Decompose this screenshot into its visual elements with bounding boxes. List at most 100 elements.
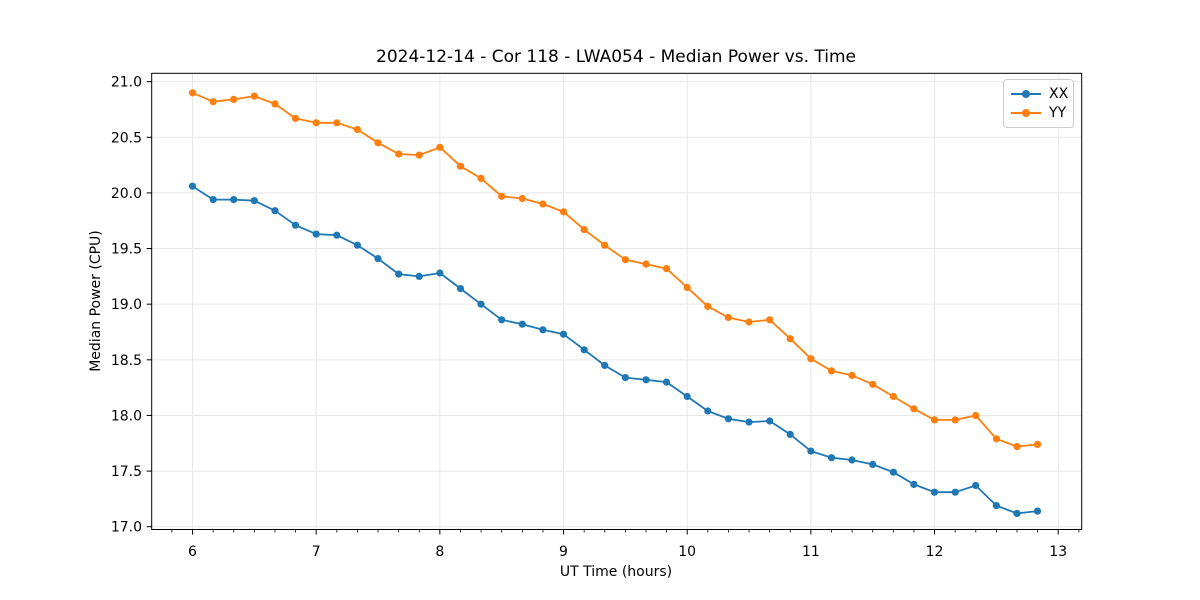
data-point-YY bbox=[456, 162, 465, 170]
data-point-XX bbox=[766, 417, 774, 425]
legend-line-marker-icon bbox=[1011, 108, 1041, 118]
data-point-XX bbox=[353, 241, 361, 249]
data-point-YY bbox=[889, 392, 898, 401]
data-point-YY bbox=[869, 380, 877, 388]
x-tick-label: 6 bbox=[188, 544, 197, 560]
data-point-YY bbox=[786, 335, 794, 343]
series-XX bbox=[188, 182, 1042, 517]
data-point-YY bbox=[992, 435, 1001, 443]
data-point-YY bbox=[662, 265, 671, 273]
data-point-XX bbox=[1033, 507, 1042, 515]
plot-spines bbox=[151, 72, 1083, 531]
data-point-YY bbox=[724, 313, 733, 322]
legend-item-yy: YY bbox=[1011, 104, 1067, 122]
data-point-XX bbox=[498, 316, 506, 324]
data-point-YY bbox=[559, 208, 568, 216]
data-point-YY bbox=[745, 318, 753, 326]
data-point-YY bbox=[333, 119, 341, 127]
tick-labels: 6 7 8 9 10 11 12 13 17.0 17.5 18.0 18.5 19.0 19.5 20.0… bbox=[111, 75, 1067, 560]
data-point-XX bbox=[745, 418, 753, 426]
data-point-XX bbox=[539, 326, 547, 334]
data-point-XX bbox=[869, 460, 877, 468]
data-point-XX bbox=[807, 447, 815, 455]
data-point-YY bbox=[518, 194, 526, 203]
data-point-YY bbox=[291, 114, 300, 122]
data-point-YY bbox=[209, 98, 217, 106]
data-point-XX bbox=[456, 285, 465, 293]
data-point-YY bbox=[704, 302, 712, 310]
y-axis-label: Median Power (CPU) bbox=[88, 230, 104, 372]
y-tick-label: 21.0 bbox=[111, 75, 142, 91]
data-point-YY bbox=[910, 405, 918, 413]
x-tick-label: 12 bbox=[926, 544, 944, 560]
legend-label-yy: YY bbox=[1049, 105, 1067, 121]
data-point-XX bbox=[395, 270, 403, 278]
data-point-XX bbox=[724, 415, 733, 423]
data-point-XX bbox=[580, 346, 588, 354]
data-point-XX bbox=[704, 407, 712, 415]
data-point-XX bbox=[415, 272, 423, 280]
chart-title: 2024-12-14 - Cor 118 - LWA054 - Median P… bbox=[376, 47, 856, 67]
x-tick-label: 11 bbox=[802, 544, 820, 560]
axis-ticks bbox=[146, 81, 1080, 535]
data-point-XX bbox=[972, 481, 980, 490]
legend-item-xx: XX bbox=[1011, 85, 1069, 103]
data-point-XX bbox=[827, 454, 836, 462]
data-point-XX bbox=[889, 468, 898, 476]
data-point-XX bbox=[312, 230, 320, 238]
data-point-YY bbox=[539, 200, 547, 208]
y-tick-label: 20.0 bbox=[111, 186, 142, 202]
data-point-YY bbox=[930, 416, 939, 424]
data-point-YY bbox=[1013, 443, 1021, 451]
data-point-XX bbox=[930, 488, 939, 496]
x-tick-label: 8 bbox=[435, 544, 444, 560]
x-tick-label: 7 bbox=[312, 544, 321, 560]
data-point-YY bbox=[395, 150, 403, 158]
y-tick-label: 19.5 bbox=[111, 242, 142, 258]
data-point-XX bbox=[848, 456, 856, 464]
data-point-YY bbox=[642, 260, 650, 268]
data-point-XX bbox=[992, 502, 1001, 510]
series-line-YY bbox=[192, 91, 1038, 448]
gridlines bbox=[151, 73, 1082, 530]
data-point-XX bbox=[374, 255, 382, 263]
data-point-YY bbox=[353, 125, 361, 134]
x-tick-label: 10 bbox=[678, 544, 696, 560]
data-point-YY bbox=[1033, 440, 1042, 448]
data-point-YY bbox=[848, 371, 856, 379]
data-point-XX bbox=[436, 269, 444, 277]
data-point-YY bbox=[250, 92, 258, 100]
data-point-YY bbox=[766, 316, 774, 324]
x-axis-label: UT Time (hours) bbox=[559, 564, 673, 580]
data-point-YY bbox=[374, 139, 382, 147]
data-point-XX bbox=[209, 196, 217, 204]
data-point-XX bbox=[271, 207, 279, 215]
data-point-XX bbox=[621, 374, 630, 382]
data-point-XX bbox=[230, 196, 238, 204]
data-point-XX bbox=[333, 231, 341, 239]
data-point-YY bbox=[230, 95, 238, 103]
x-tick-label: 9 bbox=[559, 544, 568, 560]
data-point-XX bbox=[559, 330, 568, 338]
legend: XX YY bbox=[1003, 79, 1074, 128]
y-tick-label: 17.5 bbox=[111, 464, 142, 480]
data-point-XX bbox=[642, 376, 650, 384]
y-tick-label: 19.0 bbox=[111, 297, 142, 313]
data-point-YY bbox=[827, 367, 836, 375]
data-point-XX bbox=[786, 430, 794, 438]
data-point-YY bbox=[601, 241, 609, 249]
legend-line-marker-icon bbox=[1011, 89, 1041, 99]
data-point-XX bbox=[683, 392, 691, 401]
data-point-XX bbox=[951, 488, 959, 496]
data-point-YY bbox=[807, 355, 815, 363]
y-tick-label: 20.5 bbox=[111, 130, 142, 146]
data-point-YY bbox=[477, 174, 485, 182]
x-tick-label: 13 bbox=[1049, 544, 1067, 560]
y-tick-label: 18.5 bbox=[111, 353, 142, 369]
legend-label-xx: XX bbox=[1049, 86, 1069, 102]
data-point-YY bbox=[580, 226, 588, 234]
data-point-YY bbox=[271, 100, 279, 108]
data-point-XX bbox=[188, 182, 197, 190]
